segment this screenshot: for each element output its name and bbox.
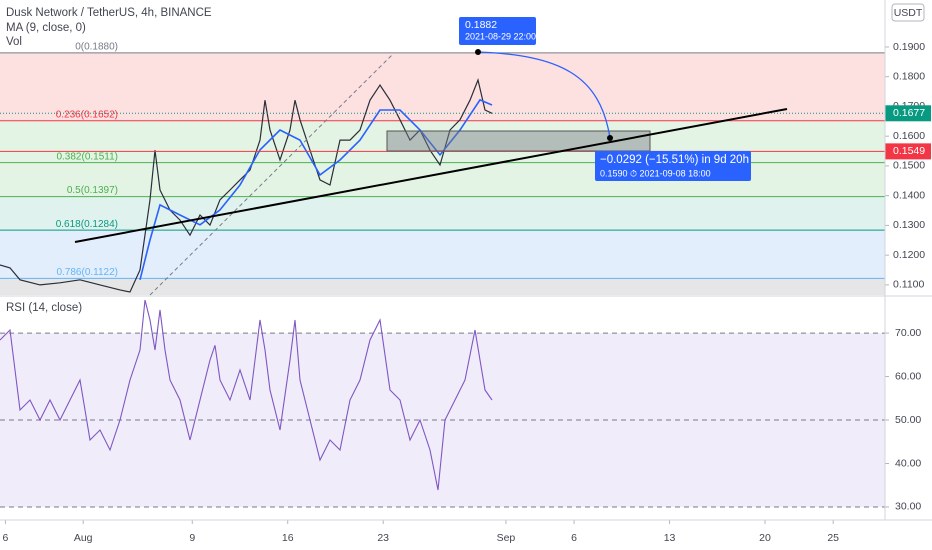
fib-label: 0.618(0.1284) [56, 219, 118, 230]
indicator-label: Vol [6, 36, 22, 48]
chart-title: Dusk Network / TetherUS, 4h, BINANCE [6, 7, 212, 19]
currency-box[interactable] [891, 3, 925, 22]
fib-bands: 0(0.1880) 0.236(0.1652) 0.382(0.1511) 0.5(0… [0, 42, 885, 507]
fib-label: 0.786(0.1122) [56, 267, 118, 278]
x-tick-label: 16 [282, 532, 294, 544]
y-tick-label: 0.1100 [893, 279, 924, 291]
price-label: 0.1549 [893, 145, 925, 157]
x-tick-label: 6 [3, 532, 9, 544]
x-tick-label: 20 [759, 532, 771, 544]
x-tick-label: Sep [497, 532, 516, 544]
price-label-box [885, 143, 931, 160]
fib-trend-line [149, 54, 393, 296]
x-tick-label: 9 [189, 532, 195, 544]
target-point [607, 135, 613, 141]
y-tick-label: 0.1500 [893, 160, 925, 172]
target-text: 0.1590 ⏱ 2021-09-08 18:00 [600, 168, 711, 178]
y-tick-label: 0.1300 [893, 219, 925, 231]
fib-band [0, 230, 885, 279]
y-tick-label: 0.1900 [893, 41, 925, 53]
rsi-line [0, 299, 493, 491]
x-tick-label: 25 [827, 532, 839, 544]
trend-line [74, 108, 788, 243]
y-tick-label: 0.1200 [893, 249, 925, 261]
price-label-box [885, 105, 931, 122]
x-tick-label: 23 [377, 532, 389, 544]
rsi-y-tick-label: 70.00 [895, 327, 921, 339]
x-tick-label: Aug [74, 532, 93, 544]
rsi-y-tick-label: 40.00 [895, 457, 921, 469]
y-tick-label: 0.1800 [893, 71, 925, 83]
y-tick-label: 0.1600 [893, 130, 925, 142]
rsi-y-tick-label: 60.00 [895, 370, 921, 382]
rsi-y-tick-label: 30.00 [895, 501, 921, 513]
x-tick-label: 6 [571, 532, 577, 544]
indicator-label: MA (9, close, 0) [6, 22, 86, 34]
fib-band [0, 162, 885, 197]
high-point [475, 49, 481, 55]
fib-label: 0.236(0.1652) [56, 109, 118, 120]
high-price: 0.1882 [465, 19, 497, 31]
rsi-title: RSI (14, close) [6, 302, 82, 314]
fib-label: 0.5(0.1397) [67, 185, 118, 196]
fib-label: 0(0.1880) [75, 42, 118, 53]
grid: 0.19000.18000.17000.16000.15000.14000.13… [0, 41, 925, 544]
fib-band [0, 196, 885, 231]
high-time: 2021-08-29 22:00 [465, 31, 536, 41]
x-tick-label: 13 [664, 532, 676, 544]
currency[interactable]: USDT [894, 7, 923, 19]
measure-text: −0.0292 (−15.51%) in 9d 20h [600, 154, 749, 166]
fib-label: 0.382(0.1511) [56, 151, 118, 162]
projection-arc [477, 51, 611, 139]
y-tick-label: 0.1400 [893, 189, 925, 201]
fib-band [0, 278, 885, 295]
measure-callout [595, 151, 751, 181]
fib-band [0, 52, 885, 121]
price-label: 0.1677 [893, 107, 925, 119]
high-callout [459, 17, 536, 45]
rsi-y-tick-label: 50.00 [895, 414, 921, 426]
